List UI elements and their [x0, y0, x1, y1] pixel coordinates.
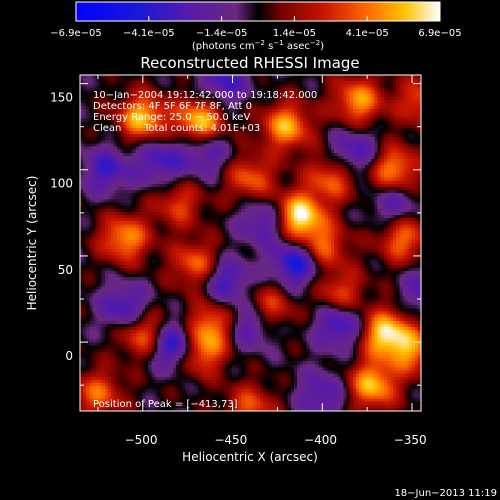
- annotation-detectors: Detectors: 4F 5F 6F 7F 8F, Att 0: [93, 101, 252, 112]
- y-tick-label: 100: [50, 177, 73, 191]
- colorbar: [75, 1, 441, 22]
- colorbar-tick-label: −1.4e−05: [196, 28, 248, 39]
- annotation-algorithm: Clean: [93, 123, 121, 134]
- x-axis-label: Heliocentric X (arcsec): [182, 450, 318, 464]
- heatmap-image: [80, 75, 421, 411]
- chart-title: Reconstructed RHESSI Image: [140, 54, 359, 72]
- x-tick-label: −500: [125, 433, 158, 447]
- annotation-total-counts: Total counts: 4.01E+03: [143, 123, 260, 134]
- colorbar-tick-label: 4.1e−05: [346, 28, 389, 39]
- annotation-energy-range: Energy Range: 25.0 − 50.0 keV: [93, 112, 250, 123]
- plot-frame: [79, 74, 422, 412]
- x-tick-label: −450: [214, 433, 247, 447]
- y-tick-label: 0: [65, 349, 73, 363]
- colorbar-tick-label: −6.9e−05: [50, 28, 102, 39]
- colorbar-tick-label: 1.4e−05: [273, 28, 316, 39]
- colorbar-unit-label: (photons cm−2 s−1 asec−2): [192, 39, 324, 52]
- colorbar-ticks: [75, 16, 441, 21]
- y-axis-label: Heliocentric Y (arcsec): [25, 176, 39, 311]
- y-tick-label: 50: [58, 263, 73, 277]
- x-tick-label: −350: [394, 433, 427, 447]
- annotation-time-range: 10−Jan−2004 19:12:42.000 to 19:18:42.000: [93, 90, 317, 101]
- colorbar-tick-label: 6.9e−05: [418, 28, 461, 39]
- y-tick-label: 150: [50, 91, 73, 105]
- footer-timestamp: 18−Jun−2013 11:19: [394, 488, 497, 499]
- colorbar-tick-label: −4.1e−05: [123, 28, 175, 39]
- annotation-peak-position: Position of Peak = [−413,73]: [93, 399, 238, 410]
- x-tick-label: −400: [304, 433, 337, 447]
- axis-ticks: [80, 75, 421, 411]
